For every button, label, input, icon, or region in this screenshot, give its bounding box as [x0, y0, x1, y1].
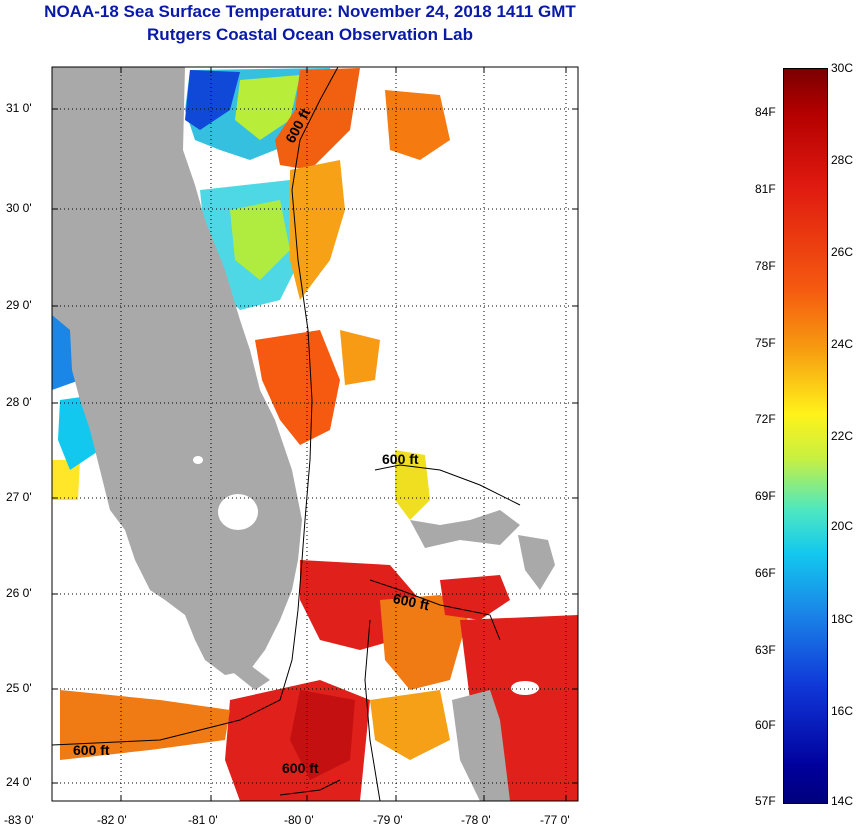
lon-label: -82 0'	[97, 813, 127, 827]
lat-label: 29 0'	[6, 298, 32, 312]
colorbar-celsius-label: 26C	[831, 245, 854, 259]
colorbar-celsius-label: 28C	[831, 153, 854, 167]
lon-label: -81 0'	[188, 813, 218, 827]
colorbar-fahrenheit-label: 60F	[755, 718, 776, 732]
chart-subtitle: Rutgers Coastal Ocean Observation Lab	[147, 25, 473, 44]
colorbar-fahrenheit-label: 75F	[755, 336, 776, 350]
chart-title: NOAA-18 Sea Surface Temperature: Novembe…	[44, 2, 576, 21]
lat-label: 24 0'	[6, 775, 32, 789]
colorbar-celsius-label: 16C	[831, 704, 854, 718]
colorbar-fahrenheit-label: 57F	[755, 794, 776, 808]
lon-label: -78 0'	[461, 813, 491, 827]
colorbar-celsius-label: 14C	[831, 794, 854, 808]
lon-label: -80 0'	[284, 813, 314, 827]
colorbar-celsius-label: 22C	[831, 429, 854, 443]
lon-label: -83 0'	[4, 813, 34, 827]
contour-label: 600 ft	[382, 451, 419, 467]
colorbar-fahrenheit-label: 81F	[755, 182, 776, 196]
colorbar-fahrenheit-label: 78F	[755, 259, 776, 273]
colorbar-fahrenheit-label: 69F	[755, 489, 776, 503]
map-frame	[51, 66, 579, 802]
temperature-colorbar	[783, 68, 828, 804]
lat-label: 25 0'	[6, 681, 32, 695]
lat-label: 28 0'	[6, 395, 32, 409]
colorbar-fahrenheit-label: 66F	[755, 566, 776, 580]
map-ticks	[52, 67, 578, 801]
lat-label: 27 0'	[6, 490, 32, 504]
colorbar-celsius-label: 30C	[831, 61, 854, 75]
lon-label: -77 0'	[540, 813, 570, 827]
lat-label: 26 0'	[6, 586, 32, 600]
lat-label: 31 0'	[6, 101, 32, 115]
sst-patches	[52, 68, 578, 801]
contour-label: 600 ft	[73, 742, 110, 758]
lon-label: -79 0'	[373, 813, 403, 827]
lake-okeechobee	[218, 494, 258, 530]
colorbar-fahrenheit-label: 84F	[755, 105, 776, 119]
colorbar-celsius-label: 20C	[831, 519, 854, 533]
contour-label: 600 ft	[282, 760, 319, 776]
lat-label: 30 0'	[6, 201, 32, 215]
colorbar-fahrenheit-label: 72F	[755, 412, 776, 426]
colorbar-celsius-label: 18C	[831, 612, 854, 626]
isobath-600ft	[52, 67, 521, 801]
colorbar-fahrenheit-label: 63F	[755, 643, 776, 657]
colorbar-celsius-label: 24C	[831, 337, 854, 351]
